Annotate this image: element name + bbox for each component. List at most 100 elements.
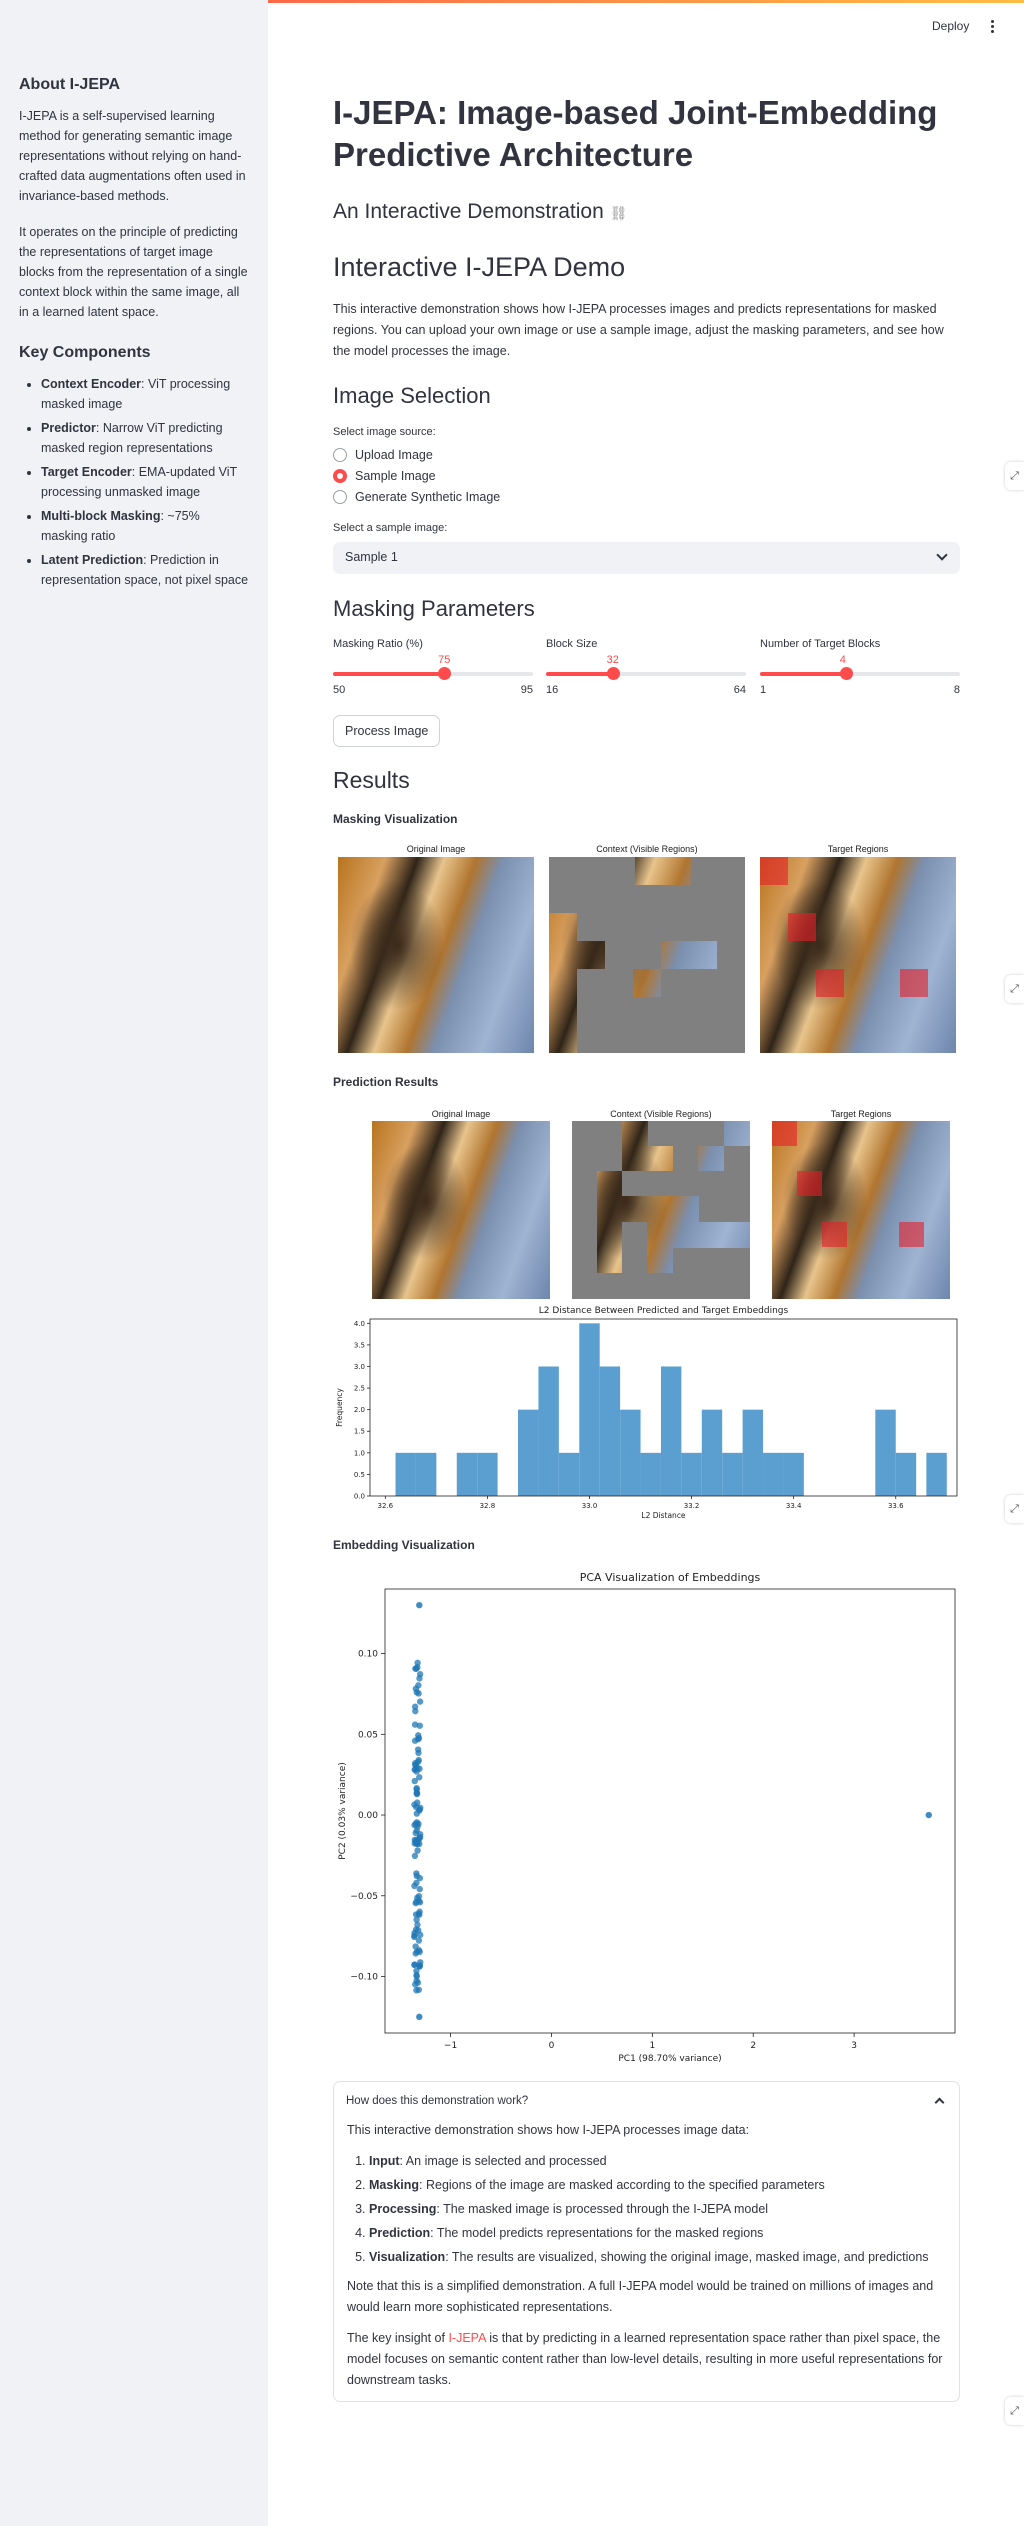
y-tick-label: 0.0 bbox=[354, 1493, 365, 1501]
scatter-point bbox=[413, 1898, 420, 1905]
y-tick-label: 2.0 bbox=[354, 1406, 365, 1414]
deploy-button[interactable]: Deploy bbox=[932, 19, 970, 33]
pred-panel-title-target: Target Regions bbox=[830, 1109, 892, 1119]
anchor-link-icon[interactable]: ⛓ bbox=[609, 205, 628, 221]
image-selection-title: Image Selection bbox=[333, 383, 491, 408]
histogram-bar bbox=[477, 1452, 498, 1496]
radio-circle[interactable] bbox=[333, 490, 347, 504]
histogram-bar bbox=[456, 1452, 478, 1496]
histogram-bar bbox=[763, 1452, 784, 1496]
block-size-slider[interactable]: Block Size 32 16 64 bbox=[546, 638, 746, 696]
histogram-bar bbox=[395, 1452, 416, 1496]
scatter-point bbox=[925, 1811, 932, 1819]
scatter-point bbox=[413, 1872, 420, 1880]
scatter-point bbox=[416, 1698, 424, 1705]
about-paragraph-2: It operates on the principle of predicti… bbox=[19, 225, 248, 319]
scatter-point bbox=[411, 1777, 418, 1785]
y-axis-label: Frequency bbox=[335, 1388, 344, 1427]
scatter-point bbox=[416, 1722, 423, 1729]
histogram-bar bbox=[722, 1452, 743, 1496]
masking-ratio-slider[interactable]: Masking Ratio (%) 75 50 95 bbox=[333, 638, 533, 696]
steps-list: Input: An image is selected and processe… bbox=[347, 2151, 946, 2268]
scatter-point bbox=[412, 1707, 419, 1715]
expander-header[interactable]: How does this demonstration work? bbox=[334, 2082, 959, 2120]
y-tick-label: 0.10 bbox=[358, 1650, 378, 1660]
pred-target-image bbox=[772, 1121, 950, 1299]
scatter-point bbox=[414, 1921, 421, 1928]
x-tick-label: 2 bbox=[750, 2041, 756, 2051]
about-title: About I-JEPA bbox=[19, 76, 121, 93]
slider-value: 75 bbox=[438, 654, 451, 666]
scatter-point bbox=[413, 1971, 420, 1979]
scatter-point bbox=[416, 1963, 423, 1970]
scatter-point bbox=[416, 2013, 423, 2021]
x-tick-label: 33.4 bbox=[786, 1502, 802, 1510]
y-tick-label: 4.0 bbox=[354, 1320, 365, 1328]
y-axis-label: PC2 (0.03% variance) bbox=[338, 1762, 348, 1860]
histogram-bar bbox=[701, 1409, 723, 1496]
scatter-frame bbox=[384, 1588, 956, 2034]
pred-context-image bbox=[572, 1121, 750, 1299]
scatter-point bbox=[415, 1986, 423, 1993]
kebab-menu-icon[interactable] bbox=[990, 20, 996, 34]
histogram-bar bbox=[620, 1409, 641, 1496]
radio-circle-selected[interactable] bbox=[333, 469, 347, 483]
pred-original-image bbox=[372, 1121, 550, 1299]
slider-track[interactable] bbox=[333, 667, 533, 680]
slider-max: 64 bbox=[733, 684, 746, 696]
radio-circle[interactable] bbox=[333, 448, 347, 462]
slider-handle[interactable] bbox=[839, 667, 853, 680]
prediction-title: Prediction Results bbox=[333, 1075, 439, 1089]
y-tick-label: −0.10 bbox=[350, 1972, 378, 1982]
step-item: Masking: Regions of the image are masked… bbox=[369, 2175, 946, 2196]
how-it-works-expander: How does this demonstration work? This i… bbox=[333, 2081, 960, 2402]
x-tick-label: 0 bbox=[549, 2041, 555, 2051]
expander-insight: The key insight of I-JEPA is that by pre… bbox=[347, 2331, 943, 2387]
scatter-point bbox=[416, 1601, 423, 1609]
y-tick-label: 0.00 bbox=[358, 1811, 378, 1821]
slider-handle[interactable] bbox=[438, 667, 452, 680]
histogram-title: L2 Distance Between Predicted and Target… bbox=[539, 1306, 789, 1316]
fullscreen-icon[interactable]: ⤢ bbox=[1005, 462, 1024, 490]
histogram-bar bbox=[660, 1366, 682, 1496]
x-tick-label: 1 bbox=[649, 2041, 655, 2051]
chevron-up-icon[interactable] bbox=[934, 2097, 945, 2108]
components-title: Key Components bbox=[19, 344, 151, 361]
scatter-point bbox=[413, 1810, 421, 1817]
sample-select-label: Select a sample image: bbox=[333, 522, 448, 534]
radio-upload-image[interactable]: Upload Image bbox=[333, 448, 433, 462]
scatter-point bbox=[415, 1682, 422, 1689]
slider-track[interactable] bbox=[760, 667, 960, 680]
x-tick-label: 33.0 bbox=[582, 1502, 598, 1510]
scatter-point bbox=[411, 1840, 418, 1847]
slider-track[interactable] bbox=[546, 667, 746, 680]
histogram-bar bbox=[558, 1452, 580, 1496]
pca-scatter-plot: PCA Visualization of Embeddings −1 0 1 2 3 −0.… bbox=[338, 1571, 956, 2064]
process-image-button[interactable]: Process Image bbox=[333, 715, 441, 747]
x-tick-label: 3 bbox=[851, 2041, 857, 2051]
histogram-bar bbox=[926, 1452, 947, 1496]
x-axis-label: PC1 (98.70% variance) bbox=[618, 2054, 721, 2064]
step-item: Processing: The masked image is processe… bbox=[369, 2199, 946, 2220]
component-item: Multi-block Masking: ~75% masking ratio bbox=[41, 506, 249, 546]
target-blocks-slider[interactable]: Number of Target Blocks 4 1 8 bbox=[760, 638, 960, 696]
sample-select[interactable]: Sample 1 bbox=[333, 542, 960, 574]
step-item: Input: An image is selected and processe… bbox=[369, 2151, 946, 2172]
histogram-bar bbox=[640, 1452, 661, 1496]
histogram-bar bbox=[538, 1366, 559, 1496]
scatter-point bbox=[414, 1664, 421, 1671]
slider-max: 95 bbox=[520, 684, 533, 696]
l2-distance-histogram: L2 Distance Between Predicted and Target… bbox=[335, 1306, 958, 1520]
fullscreen-icon[interactable]: ⤢ bbox=[1005, 975, 1024, 1003]
slider-label: Masking Ratio (%) bbox=[333, 638, 423, 650]
x-tick-label: 32.8 bbox=[480, 1502, 496, 1510]
demo-description: This interactive demonstration shows how… bbox=[333, 302, 944, 358]
radio-sample-image[interactable]: Sample Image bbox=[333, 469, 436, 483]
scatter-point bbox=[413, 1916, 420, 1923]
fullscreen-icon[interactable]: ⤢ bbox=[1005, 1495, 1024, 1523]
radio-generate-synthetic[interactable]: Generate Synthetic Image bbox=[333, 490, 500, 504]
histogram-bar bbox=[895, 1452, 917, 1496]
slider-min: 1 bbox=[760, 684, 767, 696]
slider-handle[interactable] bbox=[606, 667, 620, 680]
fullscreen-icon[interactable]: ⤢ bbox=[1005, 2397, 1024, 2425]
